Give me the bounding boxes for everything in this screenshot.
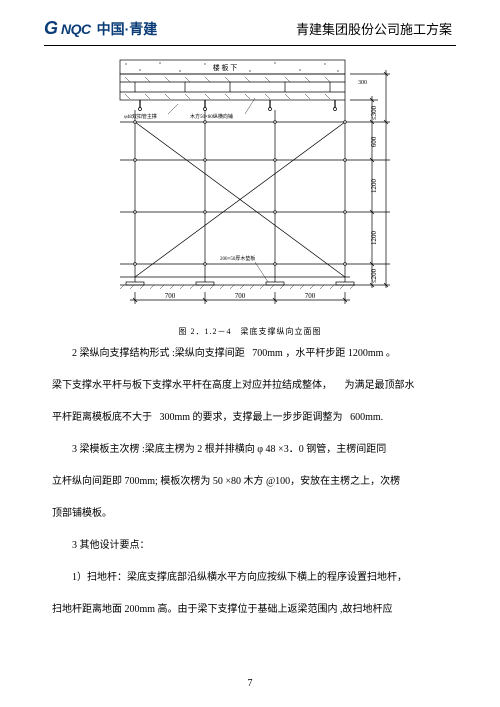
dim-r-top: ≤300 [370, 105, 378, 120]
logo: G NQC 中国·青建 [44, 18, 157, 39]
page-number: 7 [0, 678, 500, 689]
logo-mark: G [44, 18, 57, 39]
paragraph-5: 立杆纵向间距即 700mm; 模板次楞为 50 ×80 木方 @100，安放在主… [52, 471, 448, 493]
paragraph-1: 2 梁纵向支撑结构形式 :梁纵向支撑间距 700mm ，水平杆步距 1200mm… [52, 343, 448, 365]
paragraph-4: 3 梁模板主次楞 :梁底主楞为 2 根并排横向 φ 48 ×3．0 钢管，主楞间… [52, 439, 448, 461]
body-text: 2 梁纵向支撑结构形式 :梁纵向支撑间距 700mm ，水平杆步距 1200mm… [0, 337, 500, 621]
header-rule [44, 45, 456, 46]
paragraph-6: 顶部铺模板。 [52, 503, 448, 525]
dim-bottom-1: 700 [165, 292, 176, 300]
paragraph-2: 梁下支撑水平杆与板下支撑水平杆在高度上对应并拉结成整体， 为满足最顶部水 [52, 375, 448, 397]
dim-bottom-3: 700 [305, 292, 316, 300]
paragraph-7: 3 其他设计要点： [52, 535, 448, 557]
dim-r-bot: ≤200 [370, 268, 378, 283]
elevation-diagram: 楼 板 下 φ48双扣管主撑 木方50×80纵横向铺 [90, 52, 410, 322]
svg-text:300: 300 [358, 80, 367, 86]
header-title: 青建集团股份公司施工方案 [296, 19, 452, 38]
logo-chinese: 中国·青建 [97, 19, 158, 39]
page-header: G NQC 中国·青建 青建集团股份公司施工方案 [0, 0, 500, 45]
paragraph-3: 平杆距离模板底不大于 300mm 的要求，支撑最上一步步距调整为 600mm. [52, 407, 448, 429]
diagram-note-3: 200×50厚木垫板 [220, 255, 255, 262]
paragraph-8: 1）扫地杆：梁底支撑底部沿纵横水平方向应按纵下横上的程序设置扫地杆， [52, 567, 448, 589]
dim-r-b: 1200 [370, 179, 378, 194]
dim-r-a: 600 [370, 136, 378, 147]
dim-bottom-2: 700 [235, 292, 246, 300]
logo-abbrev: NQC [61, 21, 91, 37]
diagram-note-2: 木方50×80纵横向铺 [190, 113, 233, 120]
diagram-note-1: φ48双扣管主撑 [124, 113, 157, 120]
dim-r-c: 1200 [370, 231, 378, 246]
figure-caption: 图 2．1.2－4 梁底支撑纵向立面图 [0, 326, 500, 337]
paragraph-9: 扫地杆距离地面 200mm 高。由于梁下支撑位于基础上返梁范围内 ,故扫地杆应 [52, 599, 448, 621]
diagram-top-label: 楼 板 下 [213, 63, 238, 72]
